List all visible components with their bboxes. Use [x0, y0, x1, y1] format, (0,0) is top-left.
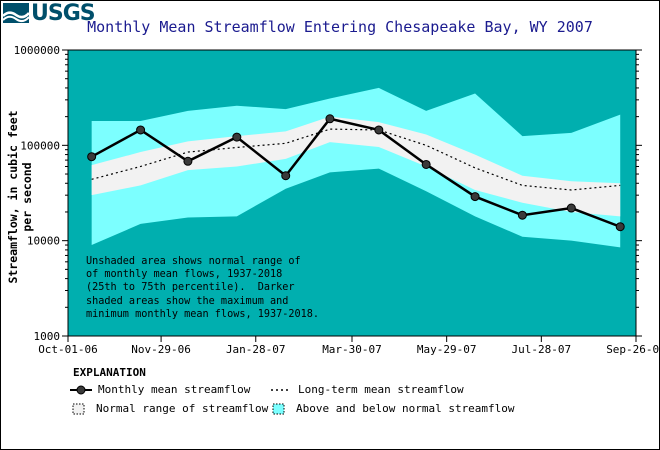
note-line: of monthly mean flows, 1937-2018: [86, 269, 283, 281]
legend-item-above-below: Above and below normal streamflow: [272, 402, 515, 415]
x-tick-label: Sep-26-07: [606, 343, 660, 356]
monthly-mean-point: [421, 159, 431, 169]
x-tick-label: Mar-30-07: [322, 343, 382, 356]
usgs-wave-icon: [3, 3, 29, 23]
note-line: (25th to 75th percentile). Darker: [86, 282, 295, 294]
monthly-mean-point: [470, 192, 480, 202]
monthly-mean-point: [374, 125, 384, 135]
monthly-mean-point: [183, 156, 193, 166]
y-tick-label: 100000: [20, 139, 60, 152]
above-below-swatch-icon: [272, 403, 285, 414]
legend-label: Above and below normal streamflow: [296, 402, 515, 415]
monthly-mean-point: [615, 222, 625, 232]
long-term-mean-line: [91, 128, 621, 191]
normal-range-band: [91, 116, 621, 217]
x-tick-label: Oct-01-06: [38, 343, 98, 356]
dotted-line-icon: [271, 388, 291, 391]
chart-note: Unshaded area shows normal range of of m…: [86, 255, 326, 321]
x-tick-label: May-29-07: [417, 343, 477, 356]
monthly-mean-point: [87, 152, 97, 162]
monthly-mean-point: [281, 171, 291, 181]
monthly-mean-point: [325, 114, 335, 124]
legend-label: Monthly mean streamflow: [98, 383, 251, 396]
normal-range-swatch-icon: [72, 403, 85, 414]
monthly-mean-point: [566, 203, 576, 213]
legend-label: Normal range of streamflow: [96, 402, 269, 415]
note-line: shaded areas show the maximum and: [86, 295, 289, 307]
legend-item-long-term-mean: Long-term mean streamflow: [270, 383, 464, 396]
legend-label: Long-term mean streamflow: [298, 383, 464, 396]
y-tick-label: 10000: [27, 235, 60, 248]
monthly-mean-point: [136, 125, 146, 135]
y-tick-label: 1000: [34, 330, 61, 343]
x-tick-label: Nov-29-06: [131, 343, 191, 356]
monthly-mean-point: [232, 132, 242, 142]
legend-item-monthly-mean: Monthly mean streamflow: [70, 383, 250, 396]
monthly-mean-point: [517, 210, 527, 220]
note-line: minimum monthly mean flows, 1937-2018.: [86, 308, 320, 320]
legend-title: EXPLANATION: [73, 366, 146, 379]
logo-text: USGS: [31, 0, 96, 26]
monthly-mean-line: [91, 117, 621, 228]
y-tick-label: 1000000: [14, 44, 60, 57]
max-min-band: [91, 87, 621, 248]
usgs-logo: USGS: [3, 0, 96, 26]
chart-title: Monthly Mean Streamflow Entering Chesape…: [87, 18, 593, 36]
legend-item-normal-range: Normal range of streamflow: [72, 402, 268, 415]
x-tick-label: Jul-28-07: [512, 343, 572, 356]
note-line: Unshaded area shows normal range of: [86, 256, 301, 267]
x-tick-label: Jan-28-07: [226, 343, 286, 356]
line-marker-icon: [70, 385, 92, 394]
